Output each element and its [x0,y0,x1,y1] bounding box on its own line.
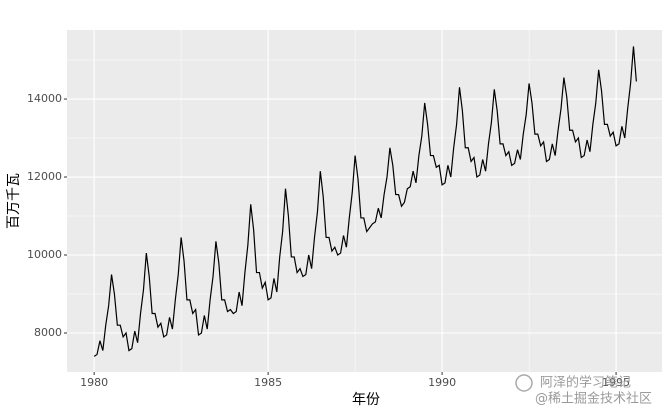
y-tick-label: 14000 [27,92,62,105]
wechat-icon [515,374,533,392]
watermark: @稀土掘金技术社区 [535,391,652,407]
labels: 1980 1985 1990 1995 8000 10000 12000 14000 [27,92,630,389]
x-tick-label: 1980 [80,376,108,389]
x-tick-label: 1995 [602,376,630,389]
x-tick-label: 1990 [428,376,456,389]
line [93,46,637,357]
y-tick-label: 8000 [34,326,62,339]
y-tick-label: 10000 [27,248,62,261]
y-tick-label: 12000 [27,170,62,183]
x-tick-label: 1985 [254,376,282,389]
y-axis-title: 百万千瓦 [6,173,22,229]
watermark: 阿泽的学习笔记 [540,375,631,391]
x-axis-title: 年份 [352,392,380,408]
marks [93,46,637,357]
